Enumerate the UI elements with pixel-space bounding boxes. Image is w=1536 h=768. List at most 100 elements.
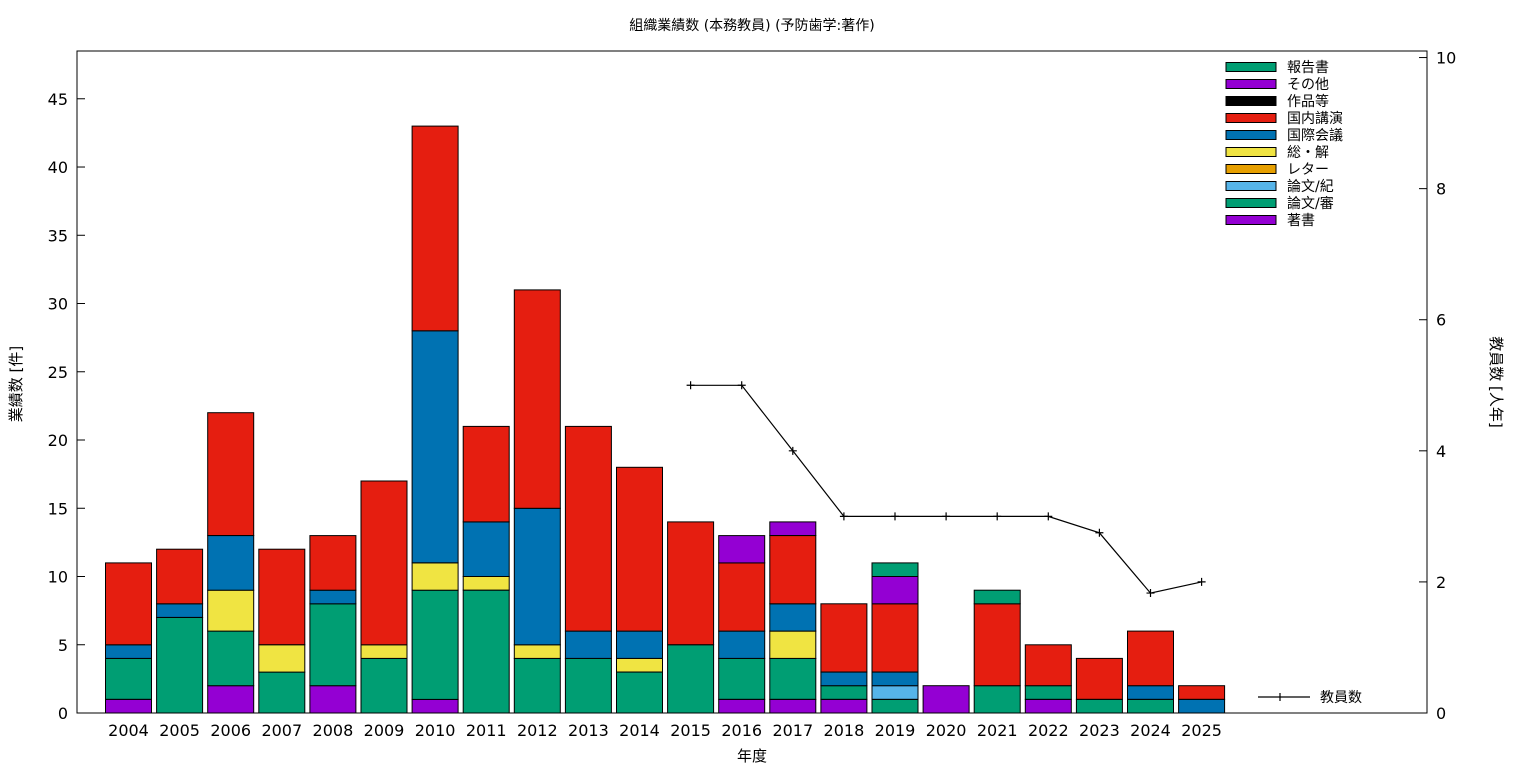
legend-swatch bbox=[1225, 181, 1277, 191]
bar-segment-2006-6 bbox=[207, 412, 255, 537]
x-tick-label: 2023 bbox=[1079, 721, 1120, 740]
legend-label: その他 bbox=[1287, 77, 1329, 93]
x-tick-label: 2015 bbox=[670, 721, 711, 740]
legend-swatch bbox=[1225, 164, 1277, 174]
bar-segment-2013-5 bbox=[564, 630, 612, 659]
bar-segment-2019-1 bbox=[871, 698, 919, 714]
x-tick-label: 2013 bbox=[568, 721, 609, 740]
legend-label: 論文/審 bbox=[1287, 196, 1334, 212]
bar-segment-2009-6 bbox=[360, 480, 408, 646]
bar-segment-2009-4 bbox=[360, 644, 408, 659]
bar-segment-2022-1 bbox=[1024, 685, 1072, 700]
bar-segment-2017-4 bbox=[769, 630, 817, 659]
bar-segment-2019-2 bbox=[871, 685, 919, 700]
y2-tick-label: 8 bbox=[1436, 180, 1446, 199]
bar-segment-2011-4 bbox=[462, 576, 510, 591]
x-tick-label: 2004 bbox=[108, 721, 149, 740]
x-tick-label: 2020 bbox=[926, 721, 967, 740]
bar-segment-2004-1 bbox=[105, 657, 152, 700]
bar-segment-2016-1 bbox=[718, 657, 766, 700]
bar-segment-2020-0 bbox=[922, 685, 970, 714]
legend-label: 総・解 bbox=[1287, 145, 1329, 161]
legend-swatch bbox=[1225, 198, 1277, 208]
y-axis-title: 業績数 [件] bbox=[7, 346, 25, 422]
bar-segment-2014-1 bbox=[616, 671, 663, 714]
bar-segment-2017-6 bbox=[769, 535, 817, 605]
bar-segment-2013-1 bbox=[564, 657, 612, 714]
staff-point bbox=[942, 512, 951, 521]
bar-segment-2023-1 bbox=[1075, 698, 1123, 714]
bar-segment-2013-6 bbox=[564, 425, 612, 632]
y-tick-label: 35 bbox=[48, 226, 68, 245]
x-tick-label: 2017 bbox=[772, 721, 813, 740]
y-tick-label: 15 bbox=[48, 499, 68, 518]
x-tick-label: 2010 bbox=[415, 721, 456, 740]
bar-segment-2004-5 bbox=[105, 644, 152, 659]
y2-tick-label: 10 bbox=[1436, 49, 1456, 68]
bar-segment-2012-4 bbox=[513, 644, 561, 659]
bar-segment-2011-1 bbox=[462, 589, 510, 714]
legend-swatch bbox=[1225, 113, 1277, 123]
y2-tick-label: 0 bbox=[1436, 704, 1446, 723]
bar-segment-2015-1 bbox=[667, 644, 715, 714]
x-tick-label: 2019 bbox=[875, 721, 916, 740]
bar-segment-2018-5 bbox=[820, 671, 868, 687]
bar-segment-2025-5 bbox=[1178, 698, 1226, 714]
y2-tick-label: 4 bbox=[1436, 442, 1446, 461]
staff-point bbox=[839, 512, 848, 521]
bar-segment-2017-0 bbox=[769, 698, 817, 714]
x-tick-label: 2005 bbox=[159, 721, 200, 740]
x-tick-label: 2024 bbox=[1130, 721, 1171, 740]
y-tick-label: 30 bbox=[48, 295, 68, 314]
bar-segment-2007-1 bbox=[258, 671, 306, 714]
bar-segment-2012-6 bbox=[513, 289, 561, 509]
x-tick-label: 2014 bbox=[619, 721, 660, 740]
bar-segment-2008-0 bbox=[309, 685, 357, 714]
bar-segment-2017-8 bbox=[769, 521, 817, 537]
bar-segment-2012-5 bbox=[513, 507, 561, 646]
y2-axis-title: 教員数 [人年] bbox=[1487, 336, 1505, 427]
staff-line bbox=[686, 381, 1206, 598]
x-tick-label: 2025 bbox=[1181, 721, 1222, 740]
bar-segment-2025-6 bbox=[1178, 685, 1226, 700]
legend-label: 報告書 bbox=[1287, 60, 1329, 76]
bar-segment-2016-6 bbox=[718, 562, 766, 632]
x-tick-label: 2012 bbox=[517, 721, 558, 740]
x-tick-label: 2016 bbox=[721, 721, 762, 740]
legend-label: 著書 bbox=[1287, 213, 1315, 229]
bar-segment-2010-5 bbox=[411, 330, 459, 564]
y-tick-label: 0 bbox=[58, 704, 68, 723]
staff-point bbox=[1095, 528, 1104, 537]
bar-segment-2008-5 bbox=[309, 589, 357, 605]
bar-segment-2010-0 bbox=[411, 698, 459, 714]
bar-segment-2021-6 bbox=[973, 603, 1021, 687]
legend-label: 国際会議 bbox=[1287, 127, 1343, 144]
bar-segment-2018-1 bbox=[820, 685, 868, 700]
bar-segment-2019-9 bbox=[871, 562, 919, 578]
bar-segment-2012-1 bbox=[513, 657, 561, 714]
bar-segment-2006-4 bbox=[207, 589, 255, 632]
legend-label: レター bbox=[1287, 162, 1329, 178]
bar-segment-2024-1 bbox=[1127, 698, 1174, 714]
bar-segment-2006-0 bbox=[207, 685, 255, 714]
legend-swatch bbox=[1225, 79, 1277, 89]
chart-title: 組織業績数 (本務教員) (予防歯学:著作) bbox=[629, 18, 874, 34]
staff-point bbox=[993, 512, 1002, 521]
bar-segment-2016-5 bbox=[718, 630, 766, 659]
bar-segment-2019-5 bbox=[871, 671, 919, 687]
bar-segment-2010-6 bbox=[411, 125, 459, 332]
bar-segment-2005-6 bbox=[156, 548, 204, 605]
bar-segment-2004-0 bbox=[105, 698, 152, 714]
y-tick-label: 25 bbox=[48, 363, 68, 382]
bar-segment-2014-6 bbox=[616, 466, 663, 632]
staff-point bbox=[737, 381, 746, 390]
legend-swatch bbox=[1225, 130, 1277, 140]
bar-segment-2007-4 bbox=[258, 644, 306, 673]
bar-segment-2024-5 bbox=[1127, 685, 1174, 700]
y-tick-label: 10 bbox=[48, 568, 68, 587]
x-tick-label: 2011 bbox=[466, 721, 507, 740]
x-tick-label: 2009 bbox=[364, 721, 405, 740]
bar-segment-2011-5 bbox=[462, 521, 510, 578]
